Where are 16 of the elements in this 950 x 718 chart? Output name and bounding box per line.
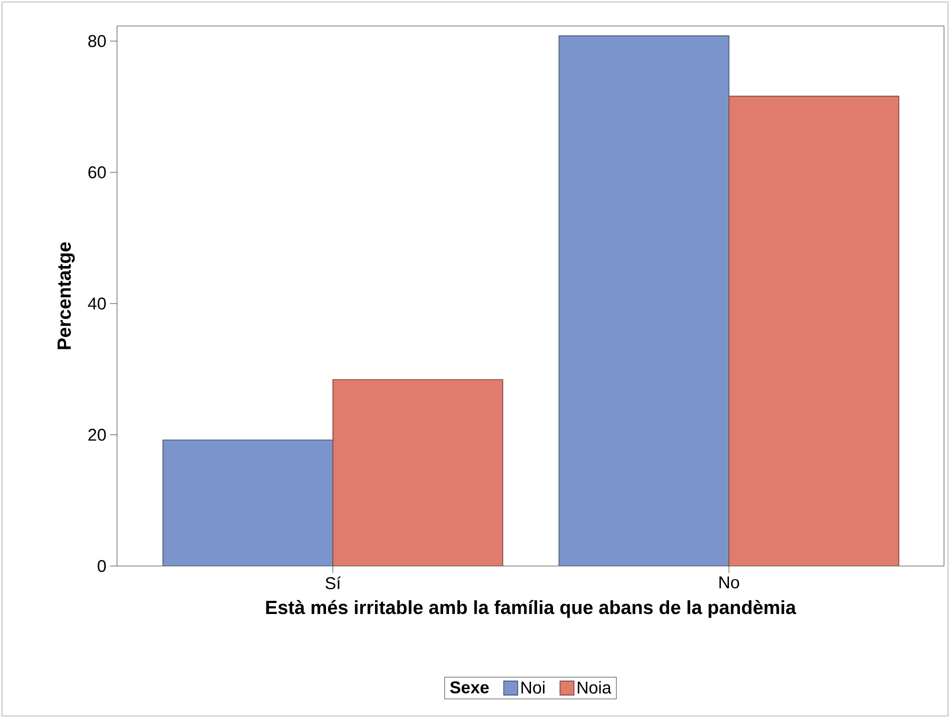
x-tick-label: No — [719, 576, 740, 588]
legend-label: Noi — [522, 681, 544, 694]
bar — [162, 440, 334, 566]
x-tick-label: Sí — [326, 576, 341, 590]
bar — [558, 35, 730, 566]
y-tick-label: 40 — [88, 298, 106, 310]
y-tick-label: 0 — [98, 560, 106, 572]
bar — [728, 96, 900, 566]
x-axis-title: Està més irritable amb la família que abans de la pandèmia — [266, 600, 796, 618]
legend-label: Noia — [578, 681, 612, 694]
y-axis-title: Percentatge — [58, 242, 75, 350]
y-tick-label: 80 — [88, 35, 106, 48]
bar — [332, 379, 504, 566]
y-tick-label: 60 — [88, 166, 106, 178]
y-tick-label: 20 — [88, 428, 106, 441]
legend-title: Sexe — [450, 681, 489, 694]
